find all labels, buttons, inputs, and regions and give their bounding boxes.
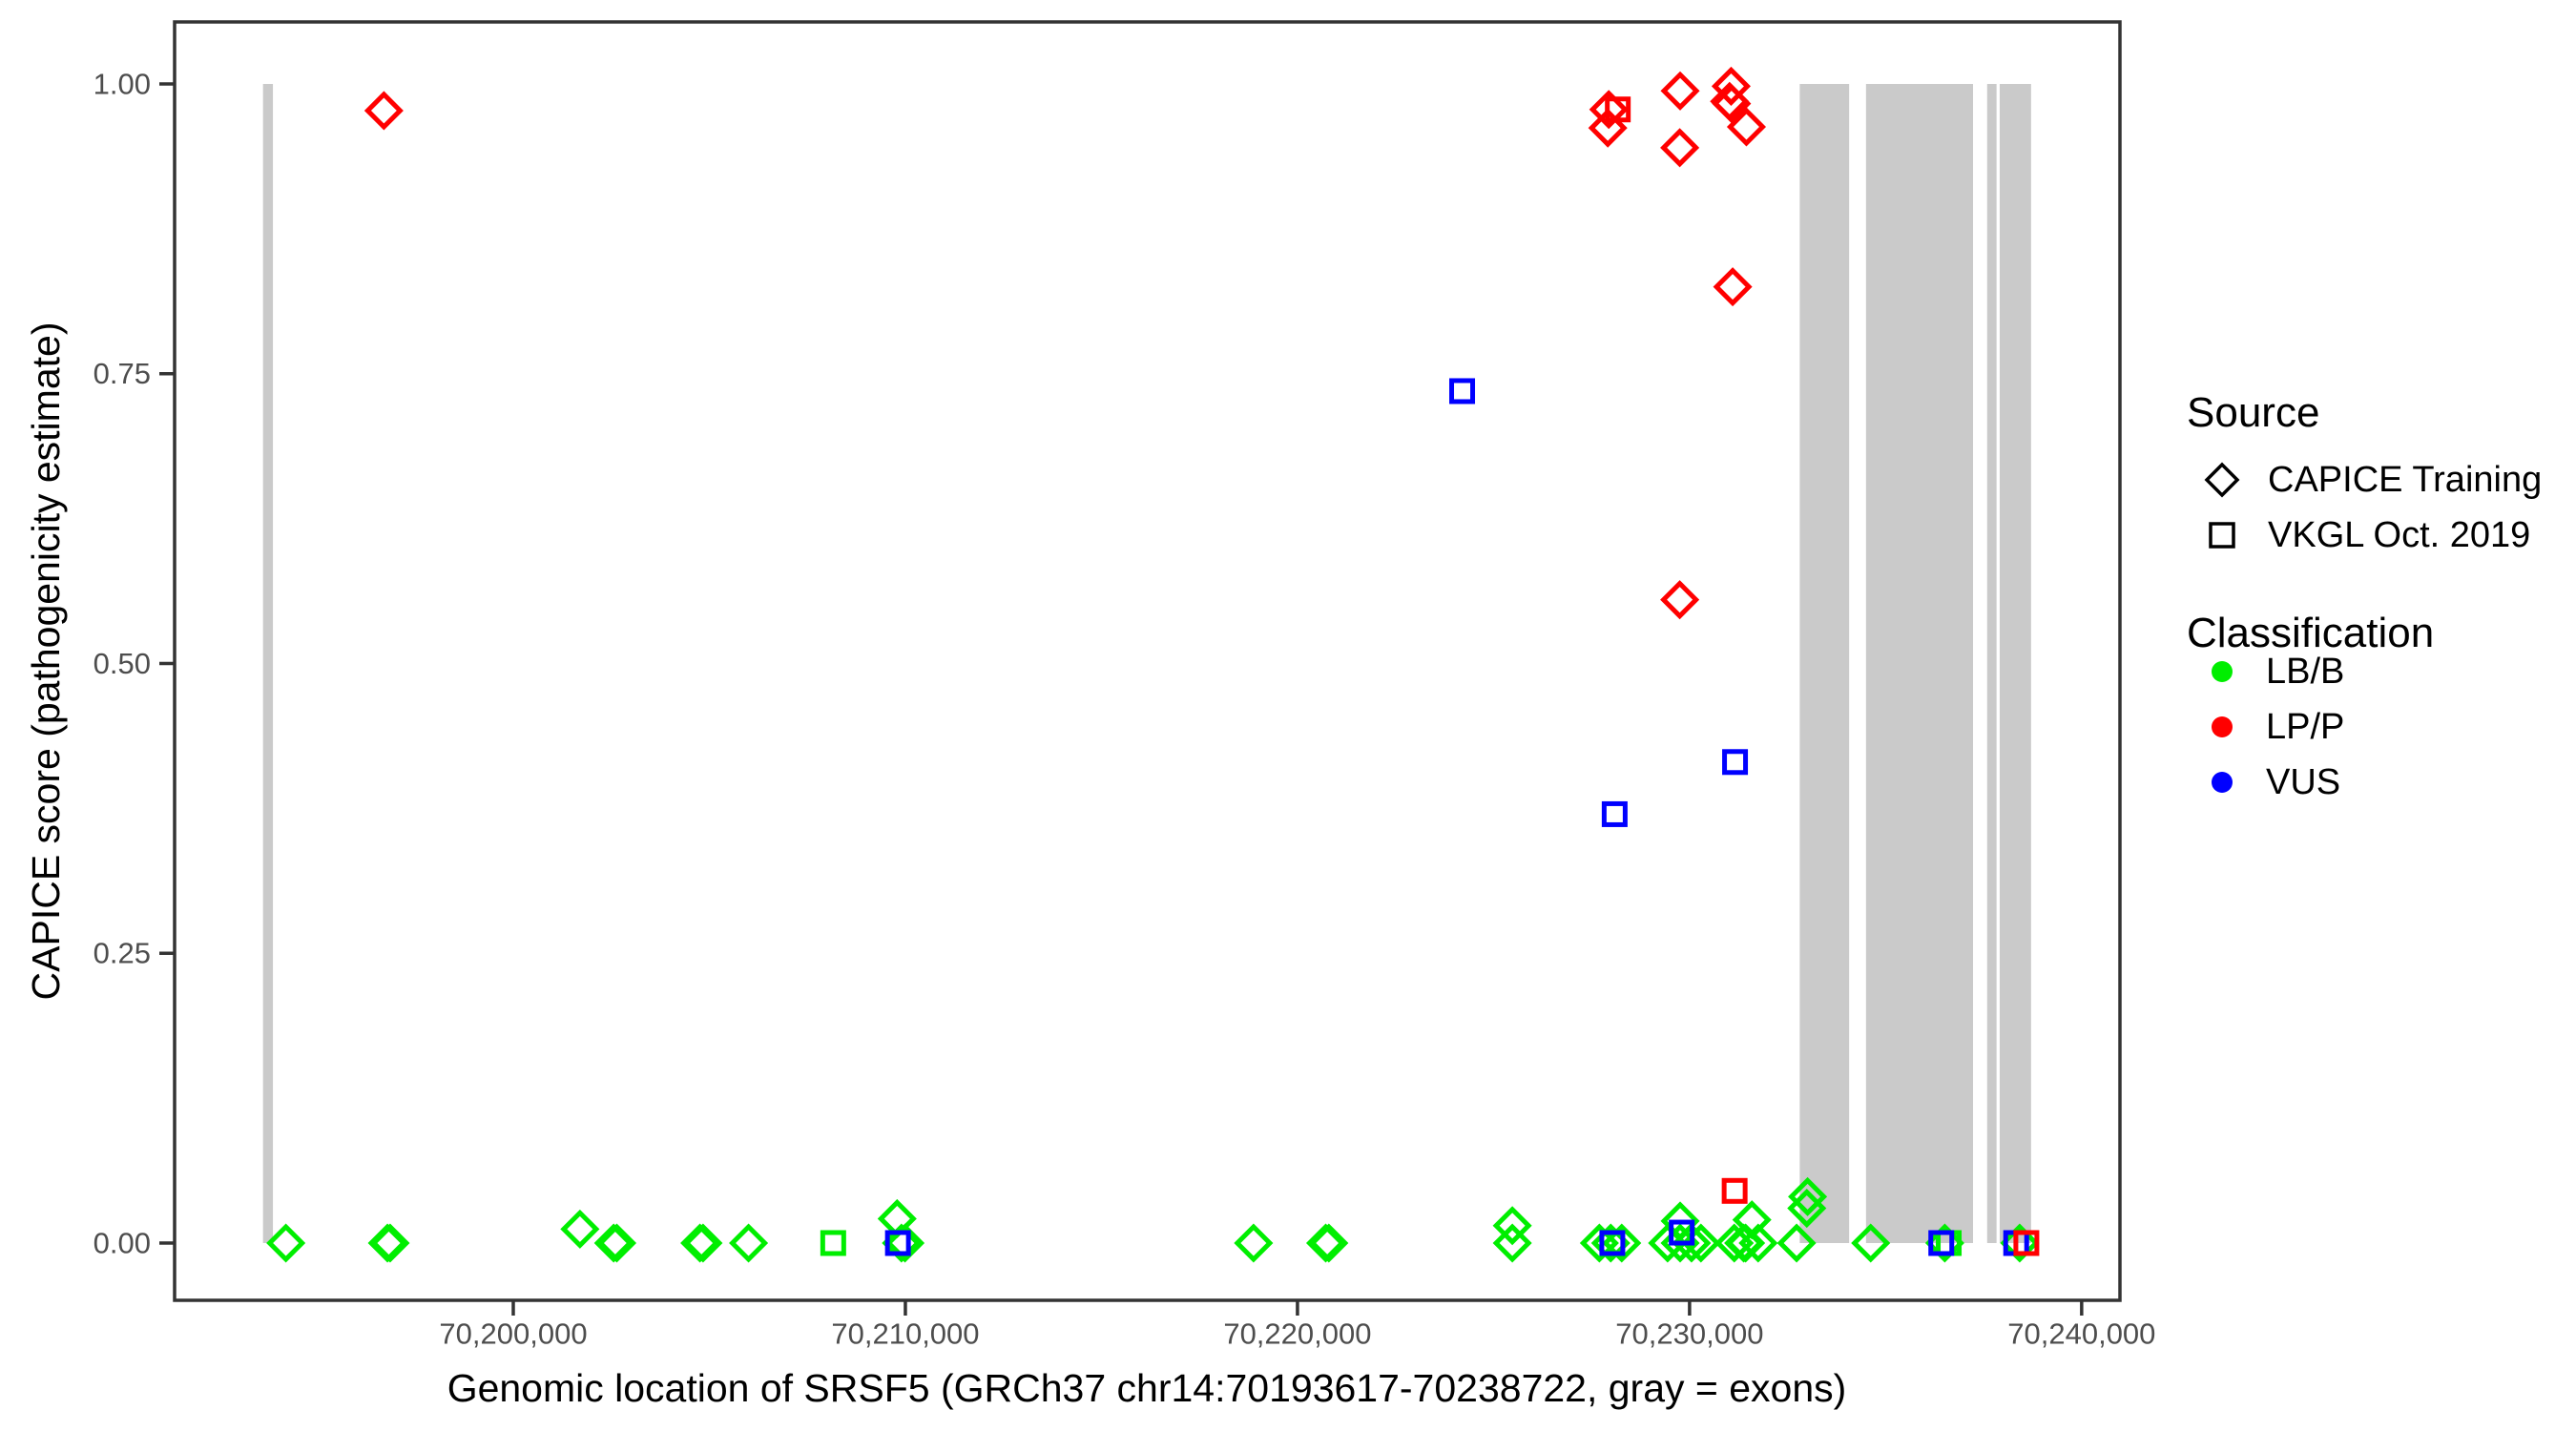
exon-bar: [1999, 84, 2031, 1243]
data-point-diamond: [683, 1223, 723, 1263]
data-point-diamond: [1492, 1206, 1532, 1246]
vus-dot-icon: [2212, 772, 2233, 793]
data-point-square: [1721, 1177, 1748, 1204]
data-point-diamond: [1309, 1223, 1349, 1263]
data-point-diamond: [370, 1223, 410, 1263]
capice-training-diamond-icon: [2204, 462, 2240, 498]
data-point-square: [1601, 800, 1628, 827]
data-point-diamond: [596, 1223, 637, 1263]
legend-item-vkgl: VKGL Oct. 2019: [2268, 515, 2530, 555]
data-point-diamond: [1234, 1223, 1274, 1263]
y-tick-label: 0.25: [93, 937, 151, 970]
data-point-diamond: [729, 1223, 769, 1263]
y-tick-label: 0.50: [93, 647, 151, 680]
data-point-square: [1605, 96, 1631, 123]
lpp-dot-icon: [2212, 716, 2233, 737]
y-tick-label: 0.00: [93, 1226, 151, 1259]
data-point-square: [820, 1230, 846, 1256]
data-point-diamond: [364, 91, 404, 131]
legend-classification: Classification LB/B LP/P VUS: [2187, 610, 2434, 802]
exon-bar: [1799, 84, 1850, 1243]
exon-bar: [262, 84, 274, 1243]
y-tick-label: 0.75: [93, 357, 151, 390]
data-point-diamond: [1776, 1223, 1817, 1263]
exon-bar: [1865, 84, 1974, 1243]
data-point-diamond: [1726, 107, 1767, 147]
x-tick-label: 70,240,000: [2007, 1317, 2155, 1351]
x-axis: 70,200,000 70,210,000 70,220,000 70,230,000…: [439, 1300, 2155, 1351]
legend-item-vus: VUS: [2266, 762, 2340, 802]
panel-border: [173, 20, 2122, 1302]
data-point-diamond: [1660, 71, 1700, 111]
data-point-square: [1722, 749, 1749, 776]
data-point-diamond: [882, 1223, 922, 1263]
data-point-diamond: [1602, 1223, 1642, 1263]
data-point-diamond: [1588, 108, 1628, 148]
data-point-diamond: [885, 1223, 925, 1263]
legend-item-lpp: LP/P: [2266, 707, 2344, 747]
y-axis: 0.00 0.25 0.50 0.75 1.00: [93, 68, 175, 1259]
data-point-diamond: [1672, 1223, 1712, 1263]
legend-item-lbb: LB/B: [2266, 652, 2344, 692]
x-tick-label: 70,230,000: [1615, 1317, 1763, 1351]
exon-bars-layer: [262, 84, 2031, 1243]
x-tick-label: 70,210,000: [831, 1317, 979, 1351]
data-point-diamond: [1589, 90, 1629, 130]
data-point-diamond: [560, 1209, 600, 1249]
data-point-square: [884, 1230, 911, 1256]
data-point-square: [1449, 378, 1476, 404]
data-point-diamond: [266, 1223, 306, 1263]
data-point-square: [1669, 1219, 1695, 1246]
y-axis-title: CAPICE score (pathogenicity estimate): [24, 322, 68, 1001]
data-point-diamond: [1726, 1223, 1766, 1263]
data-point-square: [2013, 1230, 2040, 1256]
x-tick-label: 70,220,000: [1223, 1317, 1371, 1351]
data-point-diamond: [1711, 66, 1751, 106]
data-point-diamond: [1660, 580, 1700, 620]
legend-source: Source CAPICE Training VKGL Oct. 2019: [2187, 389, 2542, 555]
data-point-diamond: [1492, 1223, 1532, 1263]
x-tick-label: 70,200,000: [439, 1317, 587, 1351]
data-point-diamond: [1713, 267, 1753, 307]
data-point-square: [1928, 1230, 1955, 1256]
data-point-diamond: [1712, 84, 1752, 124]
y-tick-label: 1.00: [93, 68, 151, 101]
data-point-diamond: [1660, 128, 1700, 168]
data-point-diamond: [1788, 1176, 1828, 1216]
legend-item-capice-training: CAPICE Training: [2268, 460, 2542, 500]
data-point-diamond: [2000, 1223, 2040, 1263]
x-axis-title: Genomic location of SRSF5 (GRCh37 chr14:…: [447, 1366, 1847, 1410]
data-point-diamond: [1738, 1223, 1778, 1263]
exon-bar: [1986, 84, 1997, 1243]
legend-source-title: Source: [2187, 389, 2319, 436]
data-point-diamond: [1851, 1223, 1891, 1263]
vkgl-square-icon: [2209, 522, 2235, 549]
lbb-dot-icon: [2212, 661, 2233, 682]
data-point-diamond: [1924, 1223, 1964, 1263]
data-point-square: [1599, 1230, 1626, 1256]
legend-classification-title: Classification: [2187, 610, 2434, 656]
data-points-layer: [266, 66, 2040, 1263]
